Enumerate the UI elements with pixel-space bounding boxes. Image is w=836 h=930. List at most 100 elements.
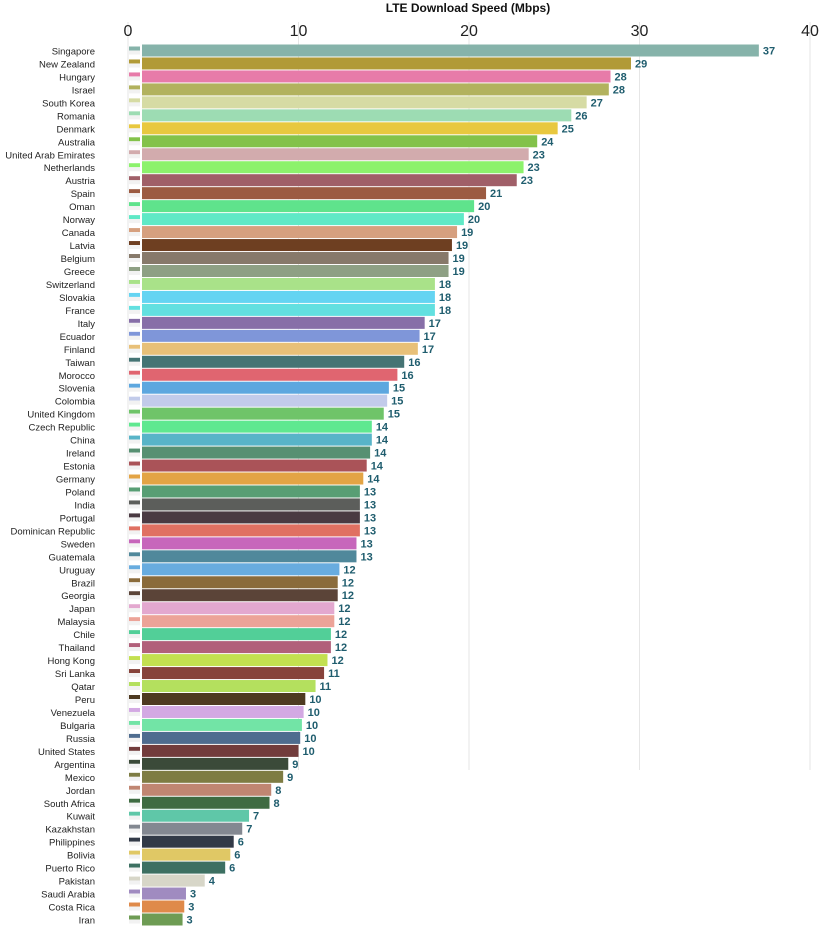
country-flag-icon (129, 889, 140, 898)
country-flag-icon (129, 798, 140, 807)
bar-row: India 13 (74, 498, 376, 511)
bar (142, 718, 302, 731)
value-label: 6 (238, 837, 244, 849)
flag-stripe (129, 889, 140, 894)
bar (142, 96, 587, 109)
category-label: Uruguay (59, 565, 95, 576)
bar (142, 355, 405, 368)
flag-stripe (129, 228, 140, 233)
x-axis-ticks: 0 10 20 30 40 (124, 23, 819, 40)
bar-row: Iran 3 (79, 913, 193, 926)
flag-stripe (129, 815, 140, 820)
country-flag-icon (129, 85, 140, 94)
flag-stripe (129, 335, 140, 340)
bar-row: Kazakhstan 7 (45, 822, 252, 836)
bar (142, 239, 452, 252)
bar (142, 200, 475, 213)
flag-stripe (129, 578, 140, 583)
bar (142, 731, 301, 744)
bar (142, 174, 517, 187)
bar-row: Estonia 14 (63, 459, 384, 473)
value-label: 3 (190, 889, 196, 901)
country-flag-icon (129, 824, 140, 833)
category-label: Latvia (70, 241, 96, 252)
value-label: 10 (304, 733, 316, 745)
value-label: 12 (338, 616, 350, 628)
value-label: 12 (335, 642, 347, 654)
bar-row: United Kingdom 15 (27, 407, 400, 421)
flag-stripe (129, 772, 140, 777)
bar-row: Chile 12 (73, 628, 347, 641)
country-flag-icon (129, 526, 140, 535)
bar-row: Portugal 13 (60, 511, 376, 524)
flag-stripe (129, 660, 140, 665)
category-label: Kuwait (66, 812, 95, 823)
flag-stripe (129, 863, 140, 868)
category-label: Norway (63, 215, 95, 226)
flag-stripe (129, 383, 140, 388)
flag-stripe (129, 215, 140, 220)
bar-row: Qatar 11 (71, 680, 331, 693)
bar (142, 913, 183, 926)
flag-stripe (129, 63, 140, 68)
bar (142, 44, 759, 57)
value-label: 17 (424, 331, 436, 343)
value-label: 14 (374, 448, 387, 460)
bar-row: Greece 19 (64, 264, 465, 278)
category-label: Pakistan (59, 877, 95, 888)
country-flag-icon (129, 46, 140, 55)
country-flag-icon (129, 202, 140, 211)
bar (142, 459, 367, 472)
flag-stripe (129, 763, 140, 768)
country-flag-icon (129, 396, 140, 405)
bar (142, 485, 360, 498)
bar-row: Israel 28 (72, 83, 625, 96)
bar-row: Switzerland 18 (46, 277, 451, 291)
value-label: 19 (453, 266, 465, 278)
bar-row: Germany 14 (56, 472, 380, 486)
flag-stripe (129, 258, 140, 263)
bar (142, 407, 384, 420)
value-label: 9 (287, 772, 293, 784)
value-label: 13 (360, 551, 372, 563)
flag-stripe (129, 474, 140, 479)
flag-stripe (129, 850, 140, 855)
bar-row: United Arab Emirates 23 (5, 148, 545, 161)
flag-stripe (129, 608, 140, 613)
country-flag-icon (129, 733, 140, 742)
value-label: 20 (468, 214, 480, 226)
country-flag-icon (129, 682, 140, 691)
flag-stripe (129, 880, 140, 885)
bar-row: New Zealand 29 (39, 57, 647, 70)
category-label: Singapore (52, 47, 95, 58)
flag-stripe (129, 318, 140, 323)
flag-stripe (129, 59, 140, 64)
bar-row: Philippines 6 (49, 835, 244, 849)
value-label: 6 (234, 850, 240, 862)
value-label: 16 (401, 370, 413, 382)
flag-stripe (129, 746, 140, 751)
country-flag-icon (129, 811, 140, 820)
value-label: 28 (613, 84, 625, 96)
bar-row: South Africa 8 (44, 796, 280, 810)
value-label: 14 (376, 435, 389, 447)
flag-stripe (129, 266, 140, 271)
country-flag-icon (129, 643, 140, 652)
country-flag-icon (129, 137, 140, 146)
country-flag-icon (129, 279, 140, 288)
value-label: 29 (635, 58, 647, 70)
category-label: New Zealand (39, 59, 95, 70)
country-flag-icon (129, 72, 140, 81)
country-flag-icon (129, 915, 140, 924)
bar-row: Ecuador 17 (60, 329, 436, 343)
flag-stripe (129, 517, 140, 522)
bar (142, 524, 360, 537)
flag-stripe (129, 46, 140, 51)
bar (142, 809, 250, 822)
category-label: United Arab Emirates (5, 150, 95, 161)
country-flag-icon (129, 617, 140, 626)
bar-row: Peru 10 (75, 693, 322, 706)
bar-row: Guatemala 13 (49, 550, 373, 563)
category-label: India (74, 500, 95, 511)
category-label: South Africa (44, 799, 96, 810)
